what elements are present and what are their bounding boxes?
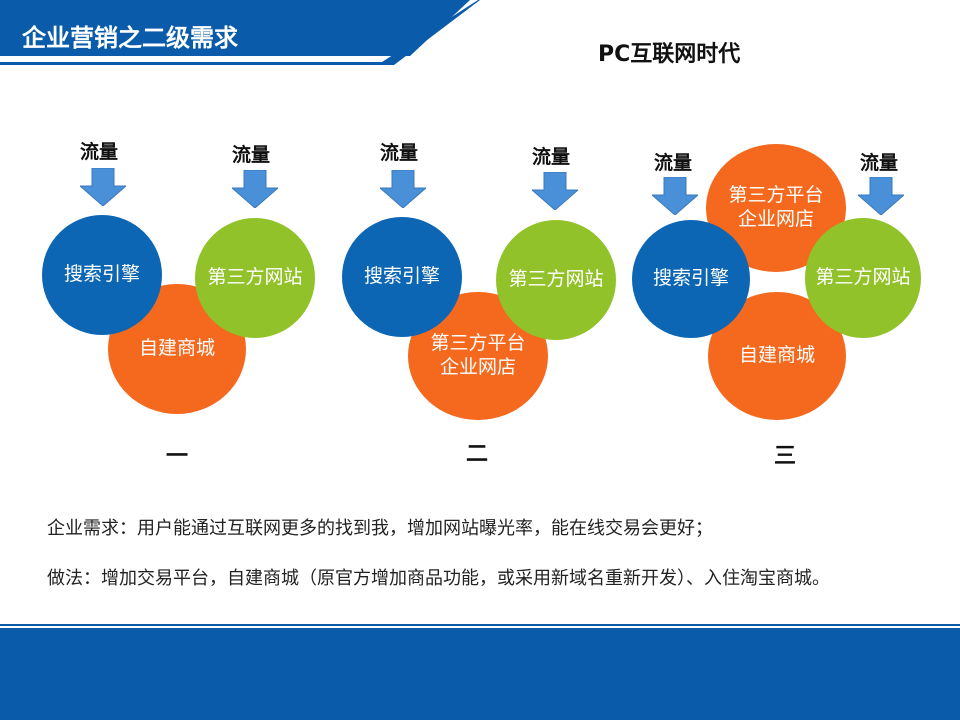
flow-label: 流量 <box>860 152 899 174</box>
title-banner <box>0 0 480 65</box>
third-party-site-label: 第三方网站 <box>207 266 303 289</box>
flow-label: 流量 <box>380 142 419 164</box>
platform-label-line1: 第三方平台 <box>430 332 526 355</box>
search-engine-circle: 搜索引擎 <box>42 215 162 335</box>
footer-bar <box>0 628 960 720</box>
search-engine-label: 搜索引擎 <box>363 265 440 288</box>
footer-divider <box>0 624 960 626</box>
third-party-site-circle: 第三方网站 <box>496 220 616 340</box>
down-arrow-icon <box>858 177 904 215</box>
flow-label: 流量 <box>232 144 271 166</box>
flow-label: 流量 <box>532 146 571 168</box>
method-text: 做法：增加交易平台，自建商城（原官方增加商品功能，或采用新域名重新开发）、入住淘… <box>47 568 830 589</box>
own-mall-label: 自建商城 <box>138 337 215 360</box>
down-arrow-icon <box>652 177 698 215</box>
slide-title: 企业营销之二级需求 <box>22 24 238 52</box>
flow-label: 流量 <box>80 141 119 163</box>
requirement-text: 企业需求：用户能通过互联网更多的找到我，增加网站曝光率，能在线交易会更好； <box>47 518 713 539</box>
platform-label-line1: 第三方平台 <box>728 184 824 207</box>
third-party-site-label: 第三方网站 <box>815 266 911 289</box>
down-arrow-icon <box>380 170 426 208</box>
down-arrow-icon <box>80 168 126 206</box>
search-engine-label: 搜索引擎 <box>652 267 729 290</box>
third-party-site-circle: 第三方网站 <box>805 218 921 338</box>
flow-label: 流量 <box>654 152 693 174</box>
slide-subtitle: PC互联网时代 <box>598 42 741 67</box>
down-arrow-icon <box>232 170 278 208</box>
third-party-site-label: 第三方网站 <box>508 268 604 291</box>
search-engine-circle: 搜索引擎 <box>342 217 462 337</box>
diagram-numeral: 一 <box>166 444 189 469</box>
down-arrow-icon <box>532 172 578 210</box>
diagram-numeral: 三 <box>774 444 797 469</box>
own-mall-label: 自建商城 <box>738 344 815 367</box>
diagram-numeral: 二 <box>466 442 489 467</box>
third-party-site-circle: 第三方网站 <box>195 218 315 338</box>
platform-label-line2: 企业网店 <box>439 356 516 378</box>
platform-label-line2: 企业网店 <box>737 208 814 230</box>
search-engine-label: 搜索引擎 <box>63 263 140 286</box>
search-engine-circle: 搜索引擎 <box>632 220 750 338</box>
